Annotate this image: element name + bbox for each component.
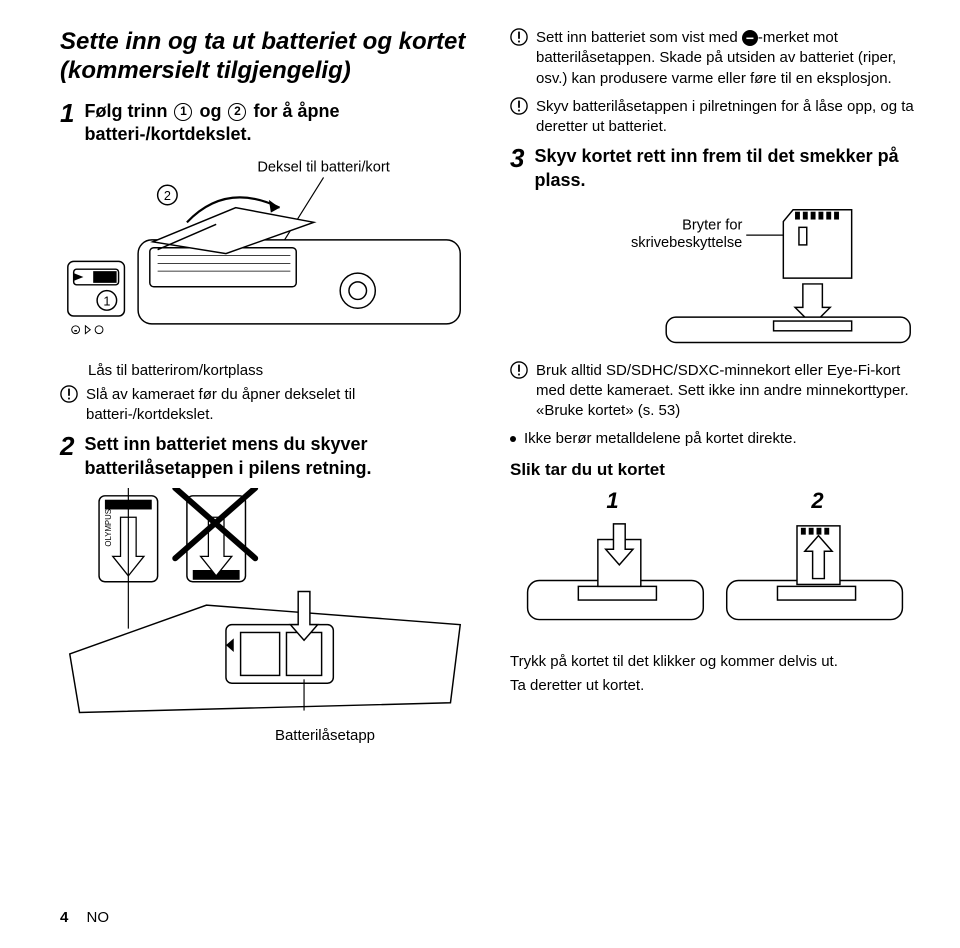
step-1: 1 Følg trinn 1 og 2 for å åpne batteri-/… <box>60 100 470 147</box>
caption-lock: Lås til batterirom/kortplass <box>88 361 470 381</box>
svg-text:2: 2 <box>164 189 171 203</box>
step-number-3: 3 <box>510 145 524 171</box>
remove-num-1: 1 <box>606 488 618 514</box>
step-2-text: Sett inn batteriet mens du skyver batter… <box>84 433 470 480</box>
subheading-remove: Slik tar du ut kortet <box>510 460 920 480</box>
middle-row: Lås til batterirom/kortplass Slå av kame… <box>60 361 920 745</box>
note-sd-text: Bruk alltid SD/SDHC/SDXC-minnekort eller… <box>536 361 920 422</box>
caption-tab: Batterilåsetapp <box>180 727 470 744</box>
diagram-battery-insert: OLYMPUS <box>60 488 470 722</box>
section-title: Sette inn og ta ut batteriet og kortet (… <box>60 28 470 86</box>
bullet-metal: Ikke berør metalldelene på kortet direkt… <box>510 429 920 449</box>
step-1-text: Følg trinn 1 og 2 for å åpne batteri-/ko… <box>84 100 470 147</box>
remove-text-2: Ta deretter ut kortet. <box>510 676 920 696</box>
left-column: Sette inn og ta ut batteriet og kortet (… <box>60 28 470 355</box>
note-sd-card: Bruk alltid SD/SDHC/SDXC-minnekort eller… <box>510 361 920 422</box>
step-number-1: 1 <box>60 100 74 126</box>
svg-text:Bryter for: Bryter for <box>682 217 742 233</box>
page-number: 4 <box>60 909 68 926</box>
minus-icon: − <box>742 30 758 46</box>
step1-mid: og <box>194 101 226 121</box>
remove-step-numbers: 1 2 <box>510 488 920 514</box>
page-footer: 4 NO <box>60 909 109 926</box>
step-2: 2 Sett inn batteriet mens du skyver batt… <box>60 433 470 480</box>
caution-icon <box>510 97 528 115</box>
caption-cover-text: Deksel til batteri/kort <box>257 160 389 176</box>
svg-text:1: 1 <box>103 295 110 309</box>
svg-text:skrivebeskyttelse: skrivebeskyttelse <box>631 235 742 251</box>
step-number-2: 2 <box>60 433 74 459</box>
bullet-text: Ikke berør metalldelene på kortet direkt… <box>524 429 797 449</box>
caution-icon <box>60 385 78 403</box>
page-lang: NO <box>87 909 110 926</box>
note-power-off-text: Slå av kameraet før du åpner dekselet ti… <box>86 385 470 426</box>
note-unlock: Skyv batterilåsetappen i pilretningen fo… <box>510 97 920 138</box>
note-insert-battery: Sett inn batteriet som vist med −-merket… <box>510 28 920 89</box>
right-column: Sett inn batteriet som vist med −-merket… <box>510 28 920 355</box>
svg-text:-: - <box>74 328 76 335</box>
caution-icon <box>510 361 528 379</box>
mid-right: Bruk alltid SD/SDHC/SDXC-minnekort eller… <box>510 361 920 745</box>
top-columns: Sette inn og ta ut batteriet og kortet (… <box>60 28 920 355</box>
note-power-off: Slå av kameraet før du åpner dekselet ti… <box>60 385 470 426</box>
diagram-card: Bryter for skrivebeskyttelse <box>510 200 920 346</box>
diagram-card-remove <box>510 520 920 637</box>
diagram-cover: Deksel til batteri/kort 2 <box>60 154 470 349</box>
caution-icon <box>510 28 528 46</box>
remove-text-1: Trykk på kortet til det klikker og komme… <box>510 652 920 672</box>
bullet-icon <box>510 436 516 442</box>
svg-text:OLYMPUS: OLYMPUS <box>104 509 113 547</box>
note-unlock-text: Skyv batterilåsetappen i pilretningen fo… <box>536 97 920 138</box>
remove-num-2: 2 <box>811 488 823 514</box>
step1-pre: Følg trinn <box>84 101 172 121</box>
mid-left: Lås til batterirom/kortplass Slå av kame… <box>60 361 470 745</box>
circled-1-icon: 1 <box>174 103 192 121</box>
note1-pre: Sett inn batteriet som vist med <box>536 29 742 46</box>
circled-2-icon: 2 <box>228 103 246 121</box>
step-3-text: Skyv kortet rett inn frem til det smekke… <box>534 145 920 192</box>
step-3: 3 Skyv kortet rett inn frem til det smek… <box>510 145 920 192</box>
note-insert-text: Sett inn batteriet som vist med −-merket… <box>536 28 920 89</box>
